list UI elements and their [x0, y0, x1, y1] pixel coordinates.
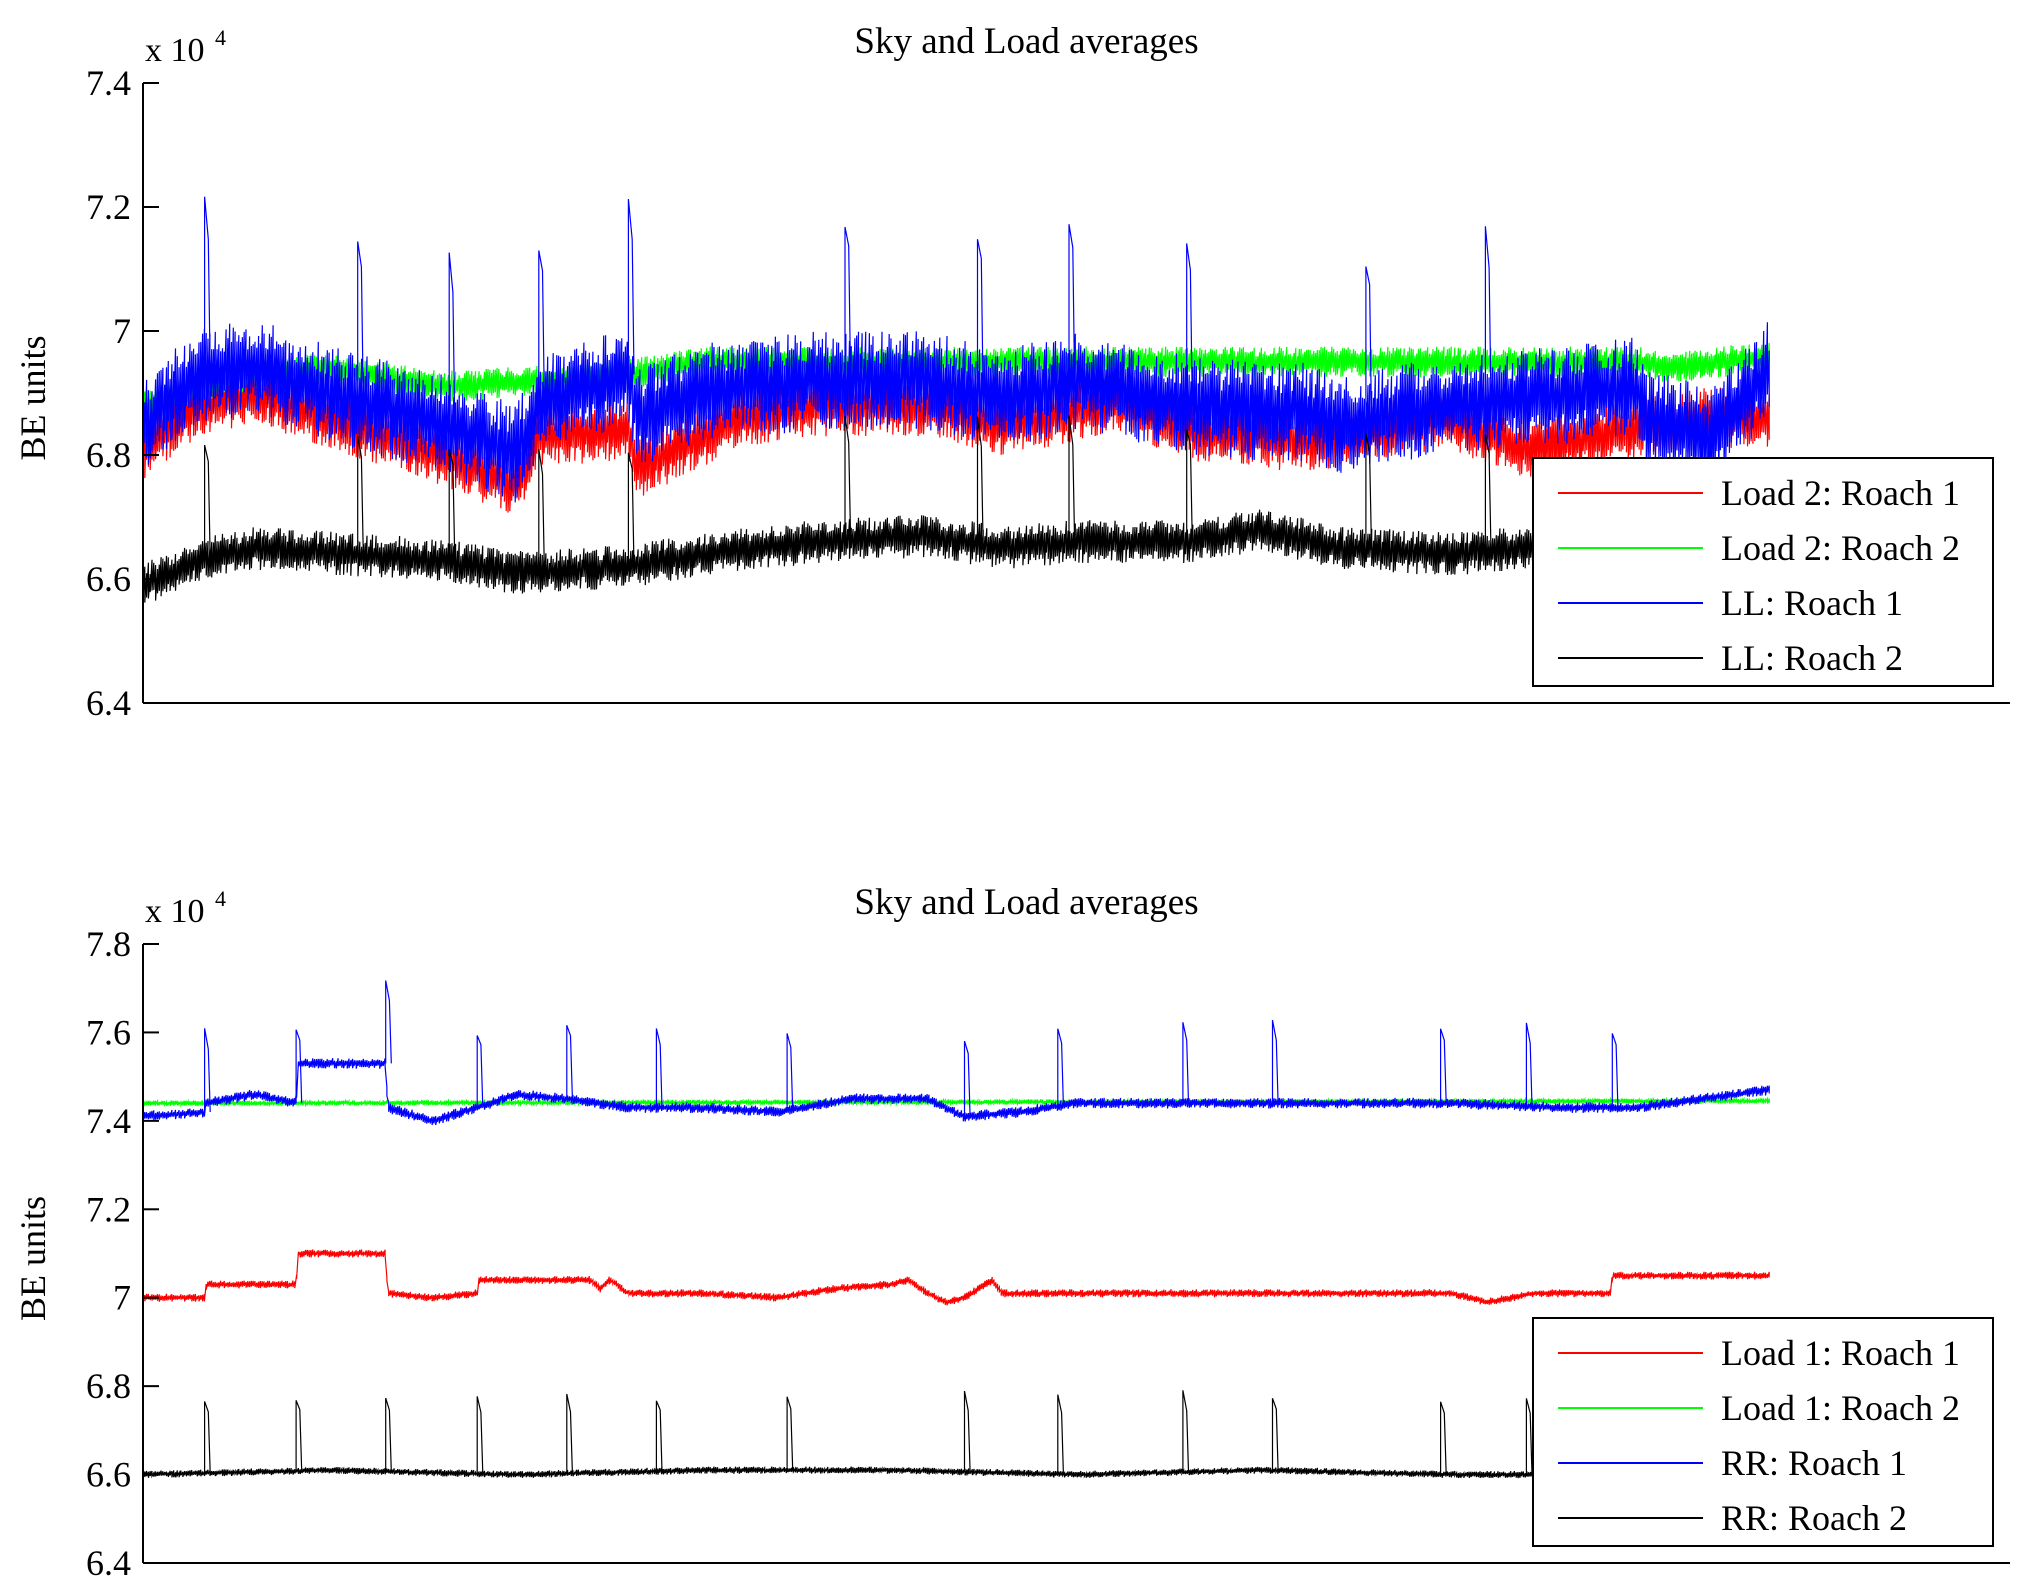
y-exponent-label: x 10	[145, 32, 205, 69]
y-tick-label: 7.2	[86, 1189, 131, 1229]
y-tick-label: 6.8	[86, 435, 131, 475]
chart-title: Sky and Load averages	[854, 882, 1198, 923]
y-tick-label: 7	[113, 311, 131, 351]
legend-label-3: LL: Roach 1	[1721, 583, 1903, 623]
legend-label-4: RR: Roach 2	[1721, 1498, 1907, 1538]
y-exponent-label: x 10	[145, 893, 205, 930]
y-tick-label: 7.4	[86, 1101, 131, 1141]
y-exponent-power: 4	[215, 886, 226, 911]
legend-label-2: Load 2: Roach 2	[1721, 528, 1960, 568]
y-tick-label: 7.2	[86, 187, 131, 227]
y-tick-label: 6.6	[86, 1455, 131, 1495]
legend-label-2: Load 1: Roach 2	[1721, 1388, 1960, 1428]
y-tick-label: 7	[113, 1278, 131, 1318]
legend-label-4: LL: Roach 2	[1721, 638, 1903, 678]
y-axis-label: BE units	[13, 335, 53, 460]
chart-title: Sky and Load averages	[854, 21, 1198, 62]
y-tick-label: 6.6	[86, 559, 131, 599]
legend-label-3: RR: Roach 1	[1721, 1443, 1907, 1483]
series-line-ll-roach-2	[142, 415, 1770, 603]
y-tick-label: 7.6	[86, 1012, 131, 1052]
legend-box	[1532, 457, 1994, 687]
series-line-rr-roach-1	[142, 980, 1770, 1126]
top-chart: Sky and Load averages x 10 4 BE units 6.4 6.6…	[13, 21, 2010, 723]
y-axis-label: BE units	[13, 1196, 53, 1321]
y-exponent-power: 4	[215, 25, 226, 50]
y-tick-label: 6.4	[86, 1543, 131, 1583]
y-tick-label: 6.8	[86, 1366, 131, 1406]
legend-label-1: Load 2: Roach 1	[1721, 473, 1960, 513]
bottom-chart: Sky and Load averages x 10 4 BE units 6.4 6.6…	[13, 882, 2010, 1583]
y-tick-label: 7.8	[86, 924, 131, 964]
y-tick-label: 6.4	[86, 683, 131, 723]
y-tick-label: 7.4	[86, 63, 131, 103]
legend-box	[1532, 1317, 1994, 1547]
series-line-load-1-roach-1	[142, 1249, 1770, 1306]
series-line-ll-roach-1	[142, 196, 1770, 503]
series-line-rr-roach-2	[142, 1390, 1770, 1479]
legend-label-1: Load 1: Roach 1	[1721, 1333, 1960, 1373]
